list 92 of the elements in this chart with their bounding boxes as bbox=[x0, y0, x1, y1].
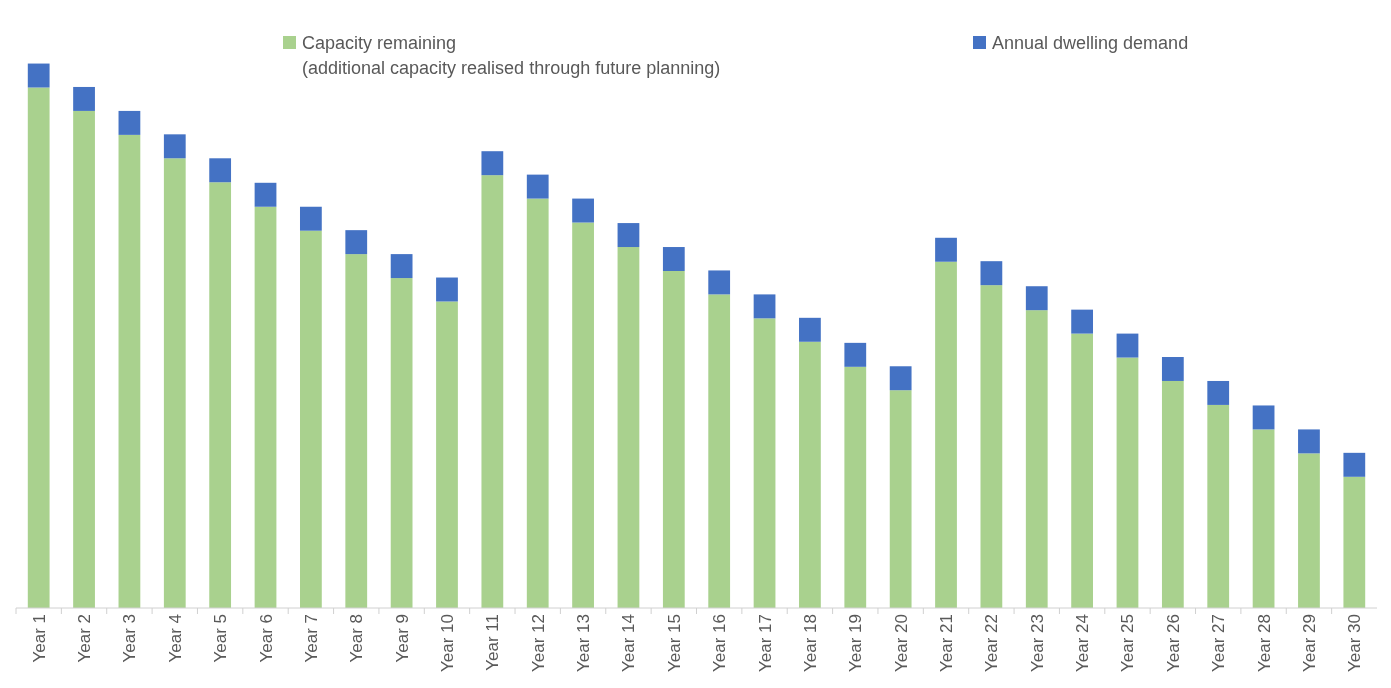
bar bbox=[889, 366, 912, 391]
bar bbox=[1025, 310, 1048, 608]
x-tick-label: Year 17 bbox=[755, 614, 775, 672]
x-tick-label: Year 29 bbox=[1299, 614, 1319, 672]
bar bbox=[1161, 380, 1184, 608]
bar bbox=[1298, 453, 1320, 608]
x-tick-label: Year 25 bbox=[1118, 614, 1138, 672]
x-tick-label: Year 4 bbox=[165, 614, 185, 663]
bar bbox=[390, 254, 413, 279]
bar bbox=[481, 175, 504, 608]
bar bbox=[844, 366, 867, 608]
bar bbox=[73, 110, 95, 608]
bar bbox=[1025, 286, 1048, 311]
bar bbox=[163, 158, 186, 608]
x-tick-label: Year 27 bbox=[1209, 614, 1229, 672]
x-tick-label: Year 5 bbox=[211, 614, 231, 663]
bar bbox=[980, 285, 1003, 608]
bar bbox=[708, 270, 731, 295]
x-tick-label: Year 23 bbox=[1027, 614, 1047, 672]
bar bbox=[889, 390, 912, 608]
bar bbox=[799, 317, 821, 342]
bar bbox=[345, 254, 368, 608]
bar bbox=[662, 270, 685, 608]
bar bbox=[73, 86, 95, 111]
bar bbox=[526, 198, 549, 608]
bar bbox=[300, 206, 322, 231]
bar bbox=[118, 110, 141, 135]
bar bbox=[1298, 429, 1320, 454]
bar bbox=[1207, 380, 1230, 405]
bar bbox=[617, 223, 640, 248]
bar bbox=[27, 87, 50, 608]
bar bbox=[1071, 333, 1094, 608]
bar bbox=[617, 247, 640, 608]
x-tick-label: Year 10 bbox=[437, 614, 457, 672]
bar bbox=[118, 134, 141, 608]
x-tick-label: Year 18 bbox=[800, 614, 820, 672]
x-tick-label: Year 19 bbox=[846, 614, 866, 672]
x-tick-label: Year 3 bbox=[120, 614, 140, 663]
legend-label: Capacity remaining (additional capacity realised through future planning) bbox=[302, 33, 721, 78]
bar bbox=[1116, 357, 1139, 608]
bar bbox=[980, 261, 1003, 286]
x-tick-label: Year 15 bbox=[664, 614, 684, 672]
bar bbox=[1252, 405, 1275, 430]
bar bbox=[572, 222, 594, 608]
bar bbox=[662, 247, 685, 271]
bar bbox=[753, 318, 776, 608]
bar bbox=[572, 198, 594, 223]
bar bbox=[27, 63, 50, 88]
bar bbox=[481, 151, 504, 176]
bar bbox=[1207, 404, 1230, 608]
bar bbox=[345, 230, 368, 255]
bar bbox=[300, 230, 322, 608]
x-tick-label: Year 1 bbox=[29, 614, 49, 663]
x-tick-label: Year 7 bbox=[301, 614, 321, 663]
bar bbox=[1252, 429, 1275, 608]
x-tick-label: Year 14 bbox=[619, 614, 639, 672]
bar bbox=[390, 278, 413, 608]
x-tick-label: Year 24 bbox=[1073, 614, 1093, 672]
x-tick-label: Year 21 bbox=[937, 614, 957, 672]
x-tick-label: Year 8 bbox=[347, 614, 367, 663]
bar bbox=[799, 341, 821, 608]
bar bbox=[209, 182, 232, 608]
x-tick-label: Year 26 bbox=[1163, 614, 1183, 672]
bar bbox=[254, 206, 277, 608]
bar bbox=[708, 294, 731, 608]
bar bbox=[254, 182, 277, 207]
x-tick-label: Year 22 bbox=[982, 614, 1002, 672]
x-tick-label: Year 30 bbox=[1345, 614, 1365, 672]
bar bbox=[1343, 452, 1366, 477]
bar bbox=[1343, 476, 1366, 608]
bar bbox=[844, 342, 867, 367]
x-tick-label: Year 6 bbox=[256, 614, 276, 663]
x-tick-label: Year 28 bbox=[1254, 614, 1274, 672]
bar bbox=[1116, 333, 1139, 358]
bar bbox=[935, 261, 957, 608]
bar bbox=[753, 294, 776, 319]
legend-label: Annual dwelling demand bbox=[992, 33, 1189, 53]
x-tick-label: Year 9 bbox=[392, 614, 412, 663]
bar bbox=[526, 174, 549, 199]
bar bbox=[436, 277, 458, 302]
x-tick-label: Year 20 bbox=[891, 614, 911, 672]
x-tick-label: Year 2 bbox=[75, 614, 95, 663]
bar bbox=[436, 301, 458, 608]
x-tick-label: Year 13 bbox=[574, 614, 594, 672]
x-tick-label: Year 16 bbox=[710, 614, 730, 672]
bar bbox=[1071, 309, 1094, 334]
bar bbox=[163, 134, 186, 159]
bar bbox=[935, 237, 957, 262]
x-tick-label: Year 12 bbox=[528, 614, 548, 672]
x-tick-label: Year 11 bbox=[483, 614, 503, 671]
bar bbox=[209, 158, 232, 183]
bar bbox=[1161, 357, 1184, 381]
